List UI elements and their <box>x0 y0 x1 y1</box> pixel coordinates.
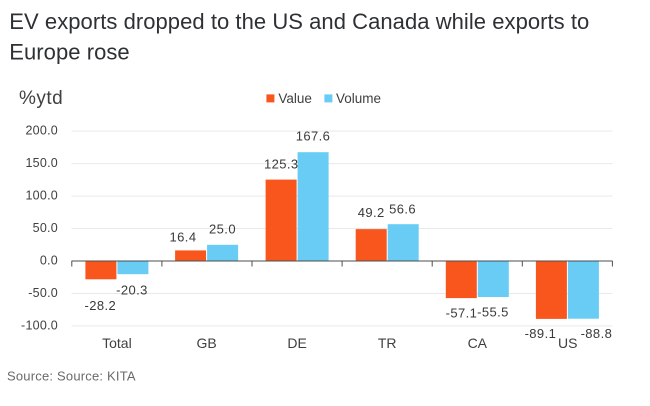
svg-text:167.6: 167.6 <box>296 128 331 143</box>
svg-text:-28.2: -28.2 <box>84 298 116 313</box>
svg-text:-89.1: -89.1 <box>525 326 557 341</box>
svg-text:DE: DE <box>287 335 306 351</box>
svg-text:US: US <box>558 335 577 351</box>
svg-text:Total: Total <box>102 335 132 351</box>
svg-text:%ytd: %ytd <box>19 88 63 109</box>
svg-text:0.0: 0.0 <box>40 254 58 268</box>
svg-text:49.2: 49.2 <box>358 205 385 220</box>
svg-text:CA: CA <box>468 335 488 351</box>
svg-text:EV exports dropped to the US a: EV exports dropped to the US and Canada … <box>9 9 589 34</box>
svg-text:GB: GB <box>196 335 216 351</box>
svg-text:150.0: 150.0 <box>25 156 58 170</box>
svg-text:25.0: 25.0 <box>209 221 236 236</box>
svg-text:200.0: 200.0 <box>25 124 58 138</box>
svg-text:50.0: 50.0 <box>33 221 58 235</box>
svg-text:Europe rose: Europe rose <box>9 39 129 64</box>
svg-text:56.6: 56.6 <box>389 202 416 217</box>
svg-text:125.3: 125.3 <box>264 156 299 171</box>
svg-text:100.0: 100.0 <box>25 189 58 203</box>
svg-text:-57.1: -57.1 <box>446 306 478 321</box>
svg-text:-50.0: -50.0 <box>28 286 58 300</box>
svg-text:TR: TR <box>378 335 397 351</box>
svg-text:16.4: 16.4 <box>170 230 197 245</box>
svg-text:-20.3: -20.3 <box>116 283 148 298</box>
svg-text:-88.8: -88.8 <box>581 326 613 341</box>
svg-text:-55.5: -55.5 <box>477 304 509 319</box>
svg-text:-100.0: -100.0 <box>21 319 58 333</box>
svg-text:Volume: Volume <box>336 91 381 106</box>
svg-text:Value: Value <box>278 91 312 106</box>
svg-text:Source: Source: KITA: Source: Source: KITA <box>7 369 136 384</box>
